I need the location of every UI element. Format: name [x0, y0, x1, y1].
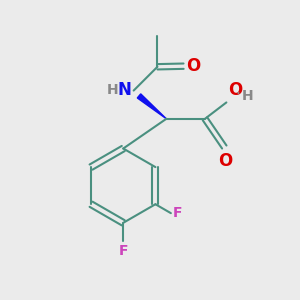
Text: O: O	[187, 57, 201, 75]
Polygon shape	[137, 94, 166, 119]
Text: F: F	[172, 206, 182, 220]
Text: H: H	[242, 89, 254, 103]
Text: H: H	[106, 83, 118, 97]
Text: O: O	[218, 152, 232, 170]
Text: F: F	[118, 244, 128, 258]
Text: O: O	[228, 82, 242, 100]
Text: ·: ·	[235, 87, 240, 102]
Text: N: N	[117, 81, 131, 99]
